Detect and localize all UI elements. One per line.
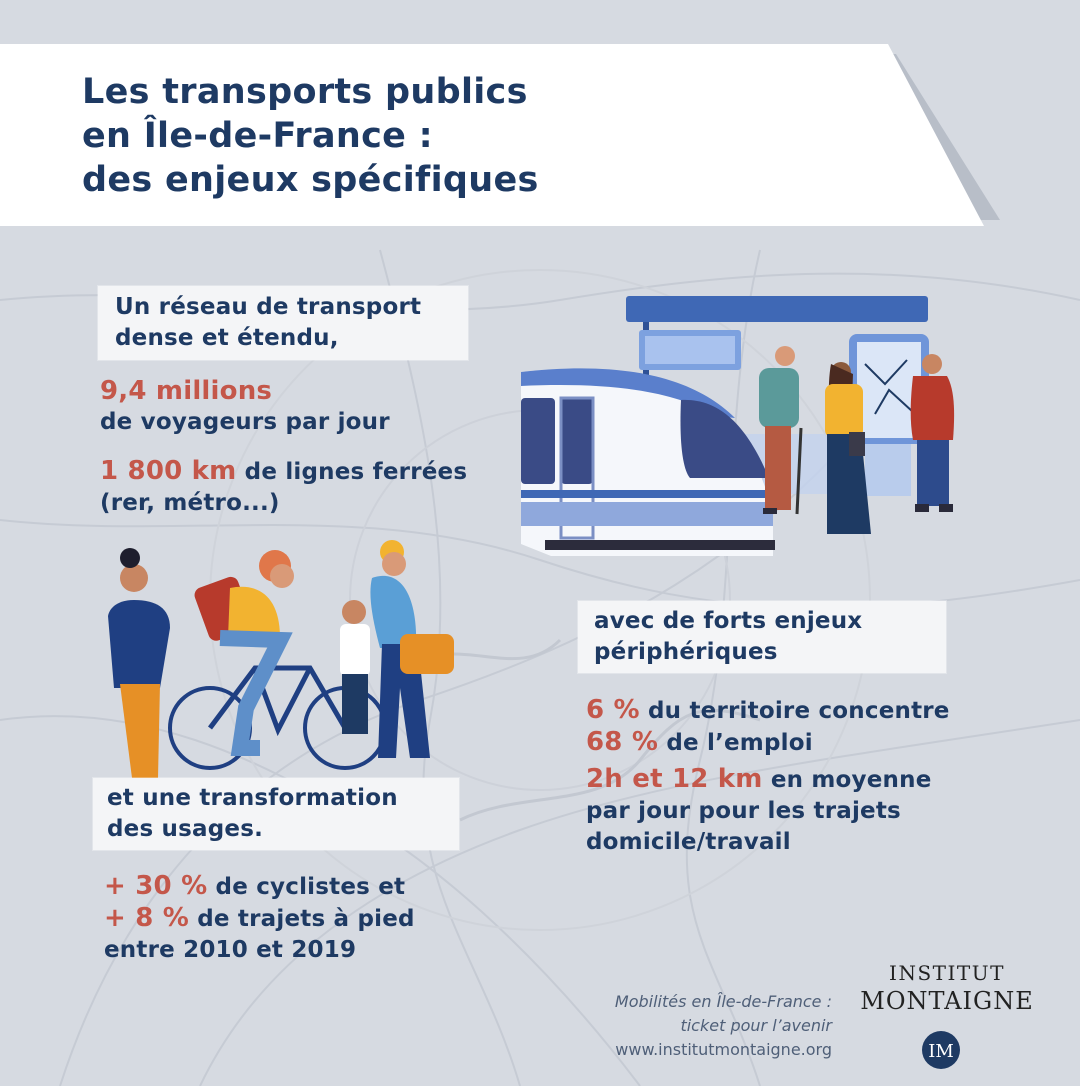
source-credit: Mobilités en Île-de-France : ticket pour… — [560, 990, 832, 1062]
montaigne-logo-icon: IM — [922, 1031, 960, 1069]
stat-text: domicile/travail — [586, 829, 791, 855]
stat-value: 2h et 12 km — [586, 764, 763, 794]
periphery-heading: avec de forts enjeux périphériques — [578, 601, 946, 668]
heading-line: dense et étendu, — [115, 325, 339, 351]
stat-value: 1 800 km — [100, 456, 237, 486]
stat-value: + 8 % — [104, 903, 190, 933]
source-url[interactable]: www.institutmontaigne.org — [615, 1040, 832, 1059]
stat-travelers: 9,4 millions de voyageurs par jour — [100, 376, 390, 438]
stat-value: 9,4 millions — [100, 376, 273, 406]
stat-commute: 2h et 12 km en moyenne par jour pour les… — [586, 764, 932, 858]
tram-station-illustration — [521, 296, 955, 556]
network-heading-box: Un réseau de transport dense et étendu, — [98, 286, 468, 360]
stat-text: de l’emploi — [666, 730, 813, 756]
logo-letters: IM — [928, 1041, 954, 1062]
stat-territory: 6 % du territoire concentre 68 % de l’em… — [586, 695, 950, 759]
stat-text: par jour pour les trajets — [586, 798, 901, 824]
brand-line: INSTITUT — [889, 961, 1005, 985]
stat-text: (rer, métro...) — [100, 490, 280, 516]
stat-text: de trajets à pied — [197, 906, 415, 932]
title-banner — [0, 44, 1000, 226]
stat-text: du territoire concentre — [648, 698, 950, 724]
heading-line: avec de forts enjeux — [594, 608, 863, 634]
title-line: Les transports publics — [82, 72, 528, 112]
stat-usages: + 30 % de cyclistes et + 8 % de trajets … — [104, 871, 415, 966]
network-heading: Un réseau de transport dense et étendu, — [98, 286, 468, 354]
stat-text: de cyclistes et — [215, 874, 406, 900]
stat-text: entre 2010 et 2019 — [104, 937, 357, 963]
stat-text: de lignes ferrées — [244, 459, 468, 485]
stat-rail-lines: 1 800 km de lignes ferrées (rer, métro..… — [100, 456, 467, 519]
heading-line: des usages. — [107, 816, 264, 842]
heading-line: périphériques — [594, 639, 778, 665]
stat-value: + 30 % — [104, 871, 208, 901]
cyclist-family-illustration — [108, 540, 454, 778]
usages-heading: et une transformation des usages. — [93, 778, 459, 845]
brand-line: MONTAIGNE — [860, 987, 1034, 1015]
source-subtitle: ticket pour l’avenir — [680, 1016, 832, 1035]
source-title: Mobilités en Île-de-France : — [614, 992, 832, 1011]
stat-text: en moyenne — [770, 767, 932, 793]
title-line: des enjeux spécifiques — [82, 160, 539, 200]
institut-montaigne-logo: INSTITUT MONTAIGNE — [852, 960, 1042, 1016]
stat-value: 6 % — [586, 695, 640, 725]
title-line: en Île-de-France : — [82, 116, 433, 156]
usages-heading-box: et une transformation des usages. — [93, 778, 459, 850]
stat-text: de voyageurs par jour — [100, 409, 390, 435]
heading-line: et une transformation — [107, 785, 398, 811]
heading-line: Un réseau de transport — [115, 294, 422, 320]
periphery-heading-box: avec de forts enjeux périphériques — [578, 601, 946, 673]
page-title: Les transports publics en Île-de-France … — [82, 70, 539, 202]
stat-value: 68 % — [586, 727, 659, 757]
